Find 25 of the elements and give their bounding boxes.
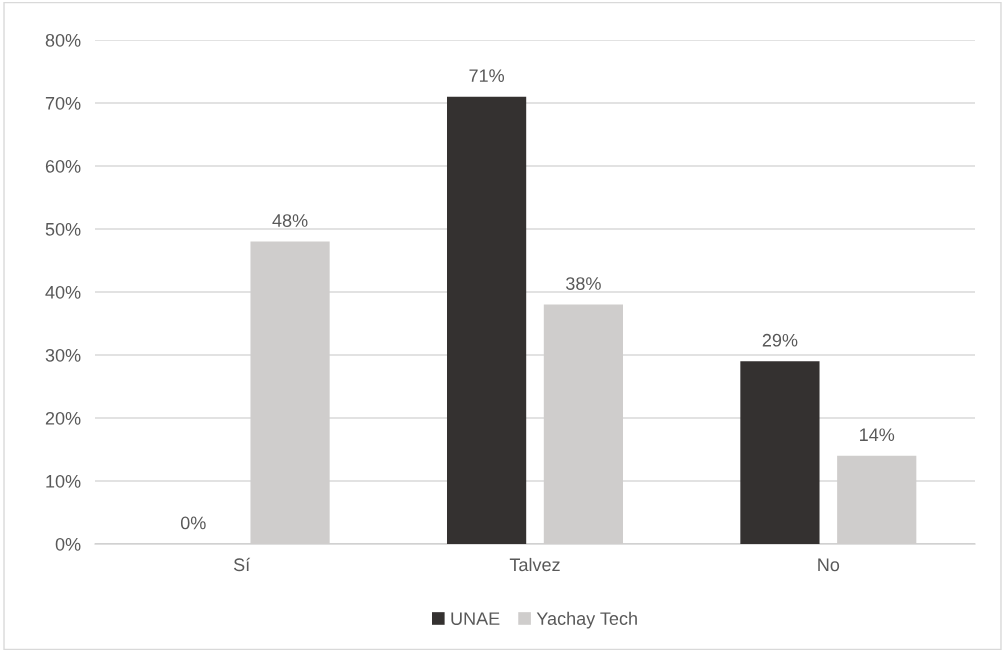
bar (837, 455, 917, 544)
y-tick-label: 70% (45, 96, 81, 110)
y-tick-label: 60% (45, 159, 81, 173)
x-tick-label: Talvez (509, 557, 560, 572)
y-tick-label: 40% (45, 285, 81, 299)
text: 48% (272, 214, 308, 227)
y-tick-label: 30% (45, 348, 81, 362)
x-tick-label: Sí (233, 557, 251, 572)
x-tick-label: No (818, 558, 840, 572)
y-tick-label: 0% (55, 537, 81, 551)
text: 0% (180, 516, 206, 530)
text: 71% (469, 69, 505, 82)
text: 29% (762, 333, 798, 347)
bar (543, 304, 623, 544)
y-tick-label: 80% (45, 33, 81, 47)
bar (250, 241, 330, 544)
y-tick-label: 20% (45, 411, 81, 425)
legend-label: Yachay Tech (536, 611, 637, 629)
text: 38% (566, 277, 601, 290)
text: 14% (860, 428, 895, 442)
y-tick-label: 10% (46, 474, 81, 488)
y-tick-label: 50% (45, 222, 81, 236)
legend-label: UNAE (451, 612, 500, 625)
bar (740, 361, 820, 544)
bar (447, 96, 527, 544)
